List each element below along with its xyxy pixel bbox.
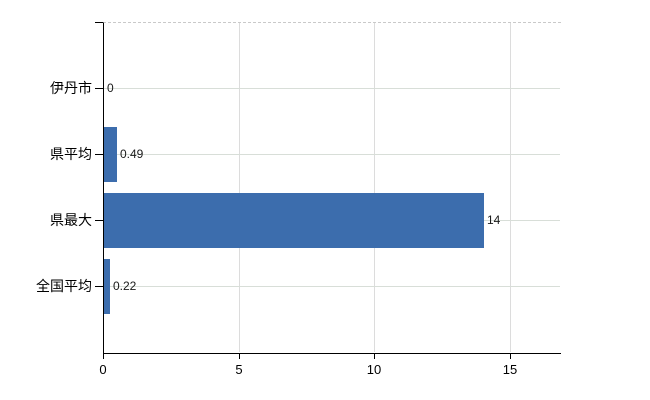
x-tick-label: 10 [366,362,382,377]
x-axis-tick [103,353,104,359]
y-axis-top-tick [95,22,103,23]
x-tick-label: 15 [502,362,518,377]
bar [104,193,484,248]
y-axis-tick [95,220,103,221]
y-axis-tick [95,154,103,155]
bar-value-label: 0.49 [120,147,144,161]
v-gridline [239,23,240,352]
y-axis-tick [95,88,103,89]
bar [104,127,117,182]
h-gridline [104,286,560,287]
bar [104,259,110,314]
bar-value-label: 0.22 [113,279,137,293]
x-tick-label: 5 [235,362,243,377]
category-label: 伊丹市 [50,80,92,96]
x-axis-tick [374,353,375,359]
v-gridline [374,23,375,352]
h-gridline [104,88,560,89]
category-label: 全国平均 [36,278,92,294]
h-gridline [104,154,560,155]
x-axis-tick [510,353,511,359]
category-label: 県平均 [50,146,92,162]
category-label: 県最大 [50,212,92,228]
bar-value-label: 14 [487,213,501,227]
y-axis-tick [95,286,103,287]
x-tick-label: 0 [99,362,107,377]
bar-value-label: 0 [107,81,114,95]
v-gridline [510,23,511,352]
x-axis-tick [239,353,240,359]
plot-area [103,22,561,354]
